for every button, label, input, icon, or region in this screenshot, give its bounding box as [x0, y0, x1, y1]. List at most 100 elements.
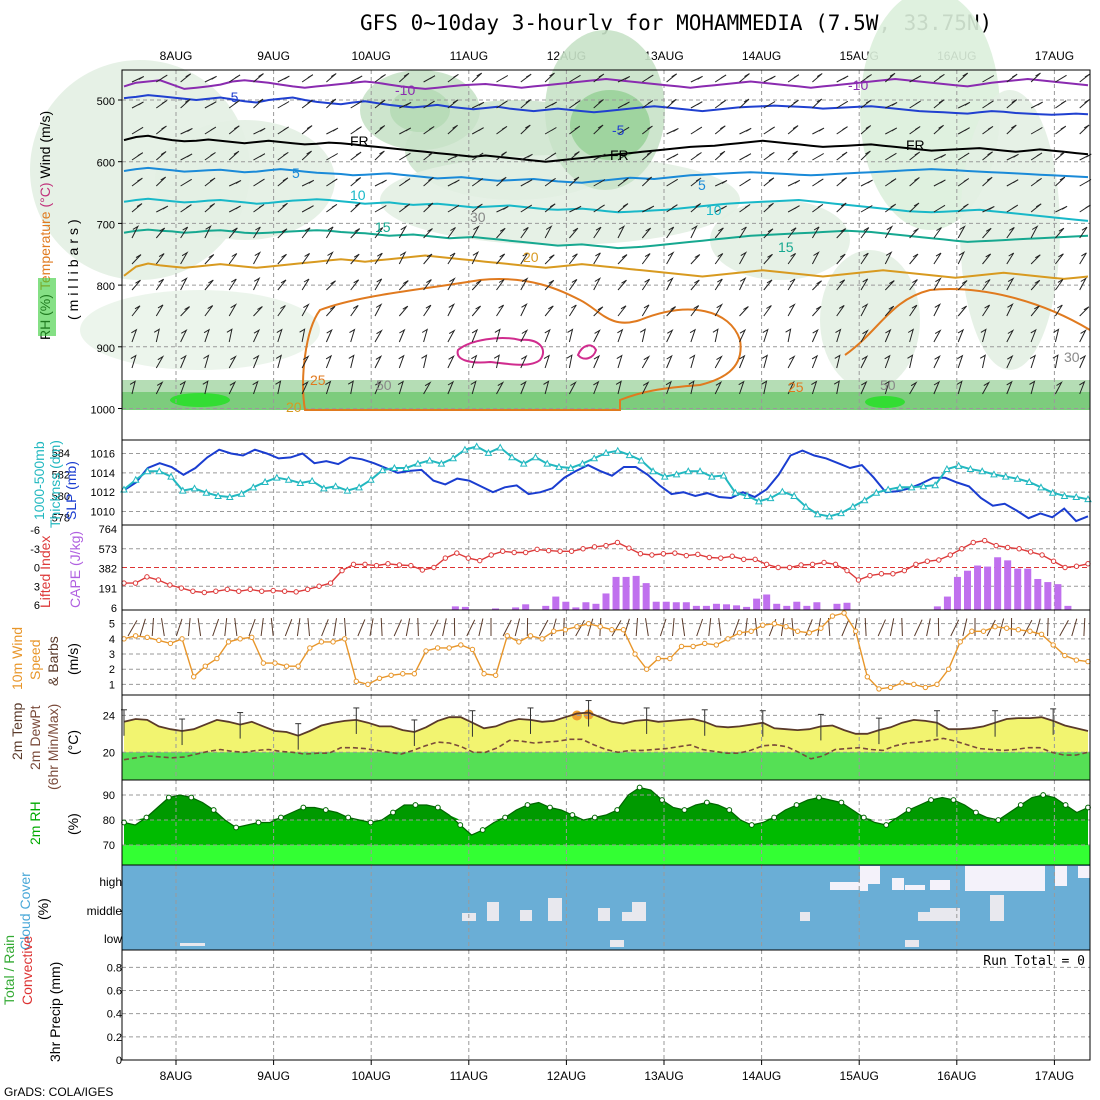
- cloud-middle-block: [598, 908, 610, 921]
- wind-speed-marker: [829, 613, 836, 619]
- li-marker: [224, 586, 230, 593]
- wind-barb: [811, 380, 818, 395]
- wind-barb: [739, 306, 749, 317]
- wind-barb: [566, 354, 573, 369]
- wind-barb: [447, 355, 455, 369]
- wind-barb: [197, 618, 202, 637]
- cape-bar: [622, 576, 630, 610]
- wind-barb: [763, 101, 776, 109]
- wind-barb: [593, 124, 604, 135]
- wind-barb: [714, 150, 726, 161]
- li-marker: [924, 558, 931, 564]
- wind-barb: [423, 304, 432, 317]
- wind-barb: [374, 227, 384, 239]
- wind-barb: [447, 73, 459, 83]
- wind-barb: [393, 619, 402, 637]
- wind-speed-marker: [667, 655, 673, 662]
- wind-barb: [131, 76, 145, 83]
- wind-barb: [933, 99, 945, 109]
- wind-barb: [593, 306, 604, 317]
- wind-barb: [471, 251, 480, 265]
- wind-barb: [350, 126, 362, 135]
- wind-barb: [155, 151, 167, 161]
- wind-speed-marker: [353, 678, 359, 685]
- wind-barb: [787, 205, 800, 213]
- wind-speed-marker: [1062, 652, 1068, 659]
- date-label-bottom: 15AUG: [840, 1069, 879, 1083]
- wind-barb: [423, 75, 436, 83]
- series-marker: [613, 446, 622, 454]
- wind-barb: [228, 99, 240, 109]
- ytick-label: 0: [116, 1055, 122, 1067]
- wind-barb: [204, 225, 212, 239]
- wind-barb: [296, 618, 301, 637]
- wind-barb: [672, 618, 675, 637]
- wind-barb: [575, 620, 585, 637]
- wind-barb: [204, 203, 216, 213]
- wind-barb: [204, 305, 214, 317]
- wind-barb: [712, 328, 719, 343]
- wind-barb: [982, 381, 991, 395]
- wind-speed-marker: [655, 655, 661, 662]
- wind-barb: [180, 226, 189, 239]
- contour-label: FR: [906, 137, 925, 153]
- wind-barb: [617, 76, 631, 83]
- cape-bar: [592, 603, 600, 610]
- wind-barb: [494, 328, 501, 343]
- li-marker: [419, 567, 426, 573]
- wind-barb: [860, 227, 870, 239]
- upper-ylabel2: (millibars): [65, 215, 81, 320]
- wind-barb: [520, 153, 533, 161]
- wind-barb: [812, 280, 822, 291]
- cape-bar: [843, 602, 851, 610]
- wind-barb: [374, 125, 386, 135]
- wind-barb: [447, 124, 458, 135]
- precip-ylabel-1: Total / Rain: [1, 935, 17, 1005]
- wind-barb: [350, 304, 359, 317]
- wind-barb: [979, 354, 986, 369]
- wind-barb: [374, 303, 383, 317]
- ytick-label: 1000: [91, 405, 115, 417]
- wind-barb: [180, 204, 192, 213]
- li-marker: [408, 562, 414, 569]
- rh-blob-dark: [390, 88, 450, 132]
- date-label-bottom: 8AUG: [160, 1069, 193, 1083]
- date-label-bottom: 12AUG: [547, 1069, 586, 1083]
- wind-barb: [909, 279, 918, 291]
- wind-barb: [811, 354, 819, 369]
- wind-barb: [321, 619, 329, 637]
- wind-barb: [836, 100, 849, 109]
- wind-barb: [1030, 152, 1043, 161]
- wind-barb: [762, 328, 769, 343]
- rh-low-core: [865, 396, 905, 408]
- series-marker: [884, 485, 892, 493]
- series-marker: [472, 442, 481, 450]
- wind-barb: [496, 227, 506, 239]
- wind-barb: [155, 355, 165, 369]
- contour-label: 15: [375, 219, 391, 235]
- series-line: [123, 448, 1089, 523]
- panel-bottom-blank: [122, 410, 1090, 440]
- wind-barb: [641, 125, 653, 135]
- wind-barb: [175, 618, 183, 637]
- rh-marker: [816, 794, 822, 801]
- cape-bar: [753, 598, 761, 610]
- wind10m-panel: 1 2 3 4 5 10m Wind Speed & Barbs (m/s): [9, 610, 1091, 695]
- wind-barb: [567, 328, 574, 343]
- series-marker: [378, 466, 387, 474]
- wind-barb: [641, 355, 651, 369]
- li-marker: [385, 561, 391, 567]
- wind-speed-marker: [690, 643, 696, 650]
- wind-barb: [204, 177, 216, 187]
- cape-bar: [451, 606, 459, 610]
- li-marker: [1016, 546, 1022, 552]
- wind-barb: [1030, 101, 1043, 109]
- wind-barb: [155, 125, 167, 135]
- series-marker: [625, 451, 634, 459]
- wind-barb: [641, 253, 651, 265]
- rh-marker: [547, 804, 553, 811]
- wind-barb: [277, 228, 288, 239]
- wind-barb: [496, 304, 505, 317]
- series-marker: [825, 512, 834, 520]
- rh-marker: [793, 802, 800, 808]
